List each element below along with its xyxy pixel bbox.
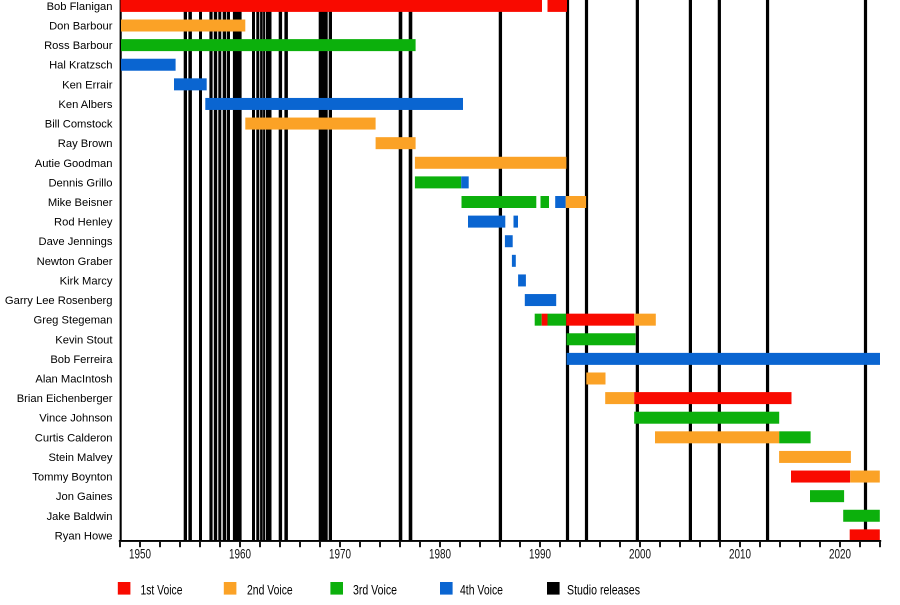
svg-text:Stein Malvey: Stein Malvey — [48, 452, 112, 464]
svg-text:Ryan Howe: Ryan Howe — [55, 530, 113, 542]
svg-text:Vince Johnson: Vince Johnson — [39, 413, 112, 425]
svg-text:Bill Comstock: Bill Comstock — [45, 119, 113, 131]
svg-text:2010: 2010 — [729, 546, 751, 562]
svg-text:1st Voice: 1st Voice — [141, 582, 183, 597]
svg-text:Ken Errair: Ken Errair — [62, 79, 113, 91]
svg-text:Kevin Stout: Kevin Stout — [55, 334, 113, 346]
svg-text:1990: 1990 — [529, 546, 551, 562]
svg-text:Dave Jennings: Dave Jennings — [38, 236, 112, 248]
svg-text:1950: 1950 — [129, 546, 151, 562]
svg-text:2nd Voice: 2nd Voice — [247, 582, 293, 597]
svg-text:Garry Lee Rosenberg: Garry Lee Rosenberg — [5, 295, 113, 307]
svg-text:Jon Gaines: Jon Gaines — [56, 491, 113, 503]
svg-text:Mike Beisner: Mike Beisner — [48, 197, 113, 209]
svg-text:1960: 1960 — [229, 546, 251, 562]
svg-text:Brian Eichenberger: Brian Eichenberger — [17, 393, 113, 405]
svg-text:Newton Graber: Newton Graber — [37, 256, 113, 268]
svg-text:Studio releases: Studio releases — [567, 582, 640, 597]
svg-text:Ray Brown: Ray Brown — [58, 138, 113, 150]
svg-text:1980: 1980 — [429, 546, 451, 562]
svg-text:Dennis Grillo: Dennis Grillo — [48, 177, 112, 189]
svg-text:2020: 2020 — [829, 546, 851, 562]
svg-text:Kirk Marcy: Kirk Marcy — [60, 275, 113, 287]
svg-text:Jake Baldwin: Jake Baldwin — [47, 511, 113, 523]
svg-text:2000: 2000 — [629, 546, 651, 562]
svg-text:3rd Voice: 3rd Voice — [353, 582, 397, 597]
svg-text:Bob Flanigan: Bob Flanigan — [47, 1, 113, 13]
svg-text:Ken Albers: Ken Albers — [58, 99, 113, 111]
svg-text:Alan MacIntosh: Alan MacIntosh — [35, 373, 112, 385]
svg-text:Bob Ferreira: Bob Ferreira — [50, 354, 113, 366]
svg-text:Don Barbour: Don Barbour — [49, 21, 113, 33]
svg-text:Autie Goodman: Autie Goodman — [35, 158, 113, 170]
svg-text:Tommy Boynton: Tommy Boynton — [32, 472, 112, 484]
svg-text:Hal Kratzsch: Hal Kratzsch — [49, 60, 112, 72]
svg-text:Curtis Calderon: Curtis Calderon — [35, 432, 113, 444]
svg-text:Ross Barbour: Ross Barbour — [44, 40, 113, 52]
svg-text:Greg Stegeman: Greg Stegeman — [34, 315, 113, 327]
svg-text:4th Voice: 4th Voice — [460, 582, 503, 597]
svg-text:Rod Henley: Rod Henley — [54, 217, 113, 229]
svg-text:1970: 1970 — [329, 546, 351, 562]
